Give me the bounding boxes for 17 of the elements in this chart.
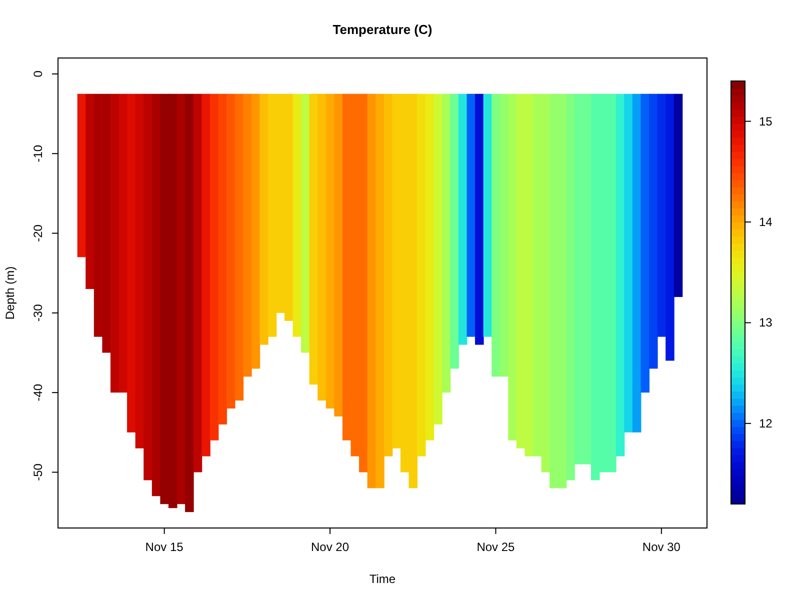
y-tick-label: -50 bbox=[31, 463, 45, 481]
y-tick-label: -30 bbox=[31, 304, 45, 322]
x-tick-label: Nov 25 bbox=[476, 540, 516, 554]
y-tick-label: -40 bbox=[31, 384, 45, 402]
x-axis-title: Time bbox=[369, 572, 396, 586]
y-tick-label: -20 bbox=[31, 224, 45, 242]
x-tick-label: Nov 20 bbox=[311, 540, 350, 554]
x-tick-label: Nov 15 bbox=[145, 540, 184, 554]
y-axis-title: Depth (m) bbox=[3, 266, 17, 320]
chart-title: Temperature (C) bbox=[332, 22, 432, 37]
color-bar-label: 13 bbox=[759, 316, 773, 330]
y-tick-label: 0 bbox=[31, 70, 45, 78]
color-bar-label: 12 bbox=[759, 416, 773, 430]
color-bar-label: 14 bbox=[759, 215, 773, 229]
color-bar-label: 15 bbox=[759, 114, 773, 128]
x-tick-label: Nov 30 bbox=[642, 540, 681, 554]
y-tick-label: -10 bbox=[31, 144, 45, 162]
